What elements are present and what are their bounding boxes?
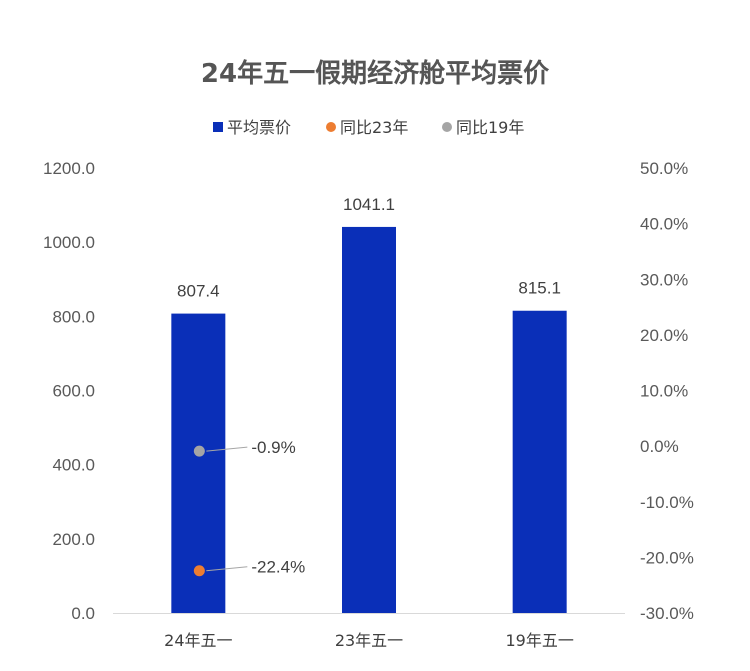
- left-tick-label: 400.0: [52, 456, 95, 475]
- left-tick-label: 200.0: [52, 530, 95, 549]
- points: -22.4% -0.9%: [193, 438, 305, 577]
- right-axis: -30.0% -20.0% -10.0% 0.0% 10.0% 20.0% 30.0% 40.…: [640, 159, 694, 623]
- data-point: [193, 445, 205, 457]
- right-tick-label: -10.0%: [640, 493, 694, 512]
- left-tick-label: 1000.0: [43, 233, 95, 252]
- leader-line: [206, 566, 248, 572]
- left-tick-label: 0.0: [71, 604, 95, 623]
- category-label: 19年五一: [505, 631, 573, 650]
- bar-data-label: 815.1: [518, 279, 561, 298]
- bar: [171, 313, 226, 613]
- legend-marker: [326, 122, 336, 132]
- right-tick-label: 20.0%: [640, 326, 688, 345]
- category-label: 24年五一: [164, 631, 232, 650]
- right-tick-label: 30.0%: [640, 270, 688, 289]
- bar-data-label: 1041.1: [343, 195, 395, 214]
- chart-title: 24年五一假期经济舱平均票价: [201, 58, 550, 89]
- bar-data-label: 807.4: [177, 282, 220, 301]
- right-tick-label: 40.0%: [640, 215, 688, 234]
- legend-marker: [442, 122, 452, 132]
- legend-label: 同比23年: [340, 118, 408, 137]
- legend-label: 平均票价: [227, 118, 291, 137]
- point-data-label: -22.4%: [251, 558, 305, 577]
- bars: 807.4 1041.1 815.1: [171, 195, 567, 613]
- right-tick-label: 0.0%: [640, 437, 679, 456]
- legend: 平均票价 同比23年 同比19年: [213, 118, 524, 137]
- legend-marker: [213, 122, 223, 132]
- left-tick-label: 600.0: [52, 382, 95, 401]
- point-data-label: -0.9%: [251, 438, 295, 457]
- category-labels: 24年五一 23年五一 19年五一: [164, 631, 574, 650]
- data-point: [193, 565, 205, 577]
- bar: [512, 310, 567, 613]
- left-axis: 0.0 200.0 400.0 600.0 800.0 1000.0 1200.0: [43, 159, 95, 623]
- left-tick-label: 800.0: [52, 307, 95, 326]
- legend-label: 同比19年: [456, 118, 524, 137]
- left-tick-label: 1200.0: [43, 159, 95, 178]
- category-label: 23年五一: [335, 631, 403, 650]
- leader-line: [206, 446, 248, 452]
- right-tick-label: 50.0%: [640, 159, 688, 178]
- right-tick-label: -20.0%: [640, 548, 694, 567]
- right-tick-label: 10.0%: [640, 382, 688, 401]
- right-tick-label: -30.0%: [640, 604, 694, 623]
- bar: [342, 226, 396, 613]
